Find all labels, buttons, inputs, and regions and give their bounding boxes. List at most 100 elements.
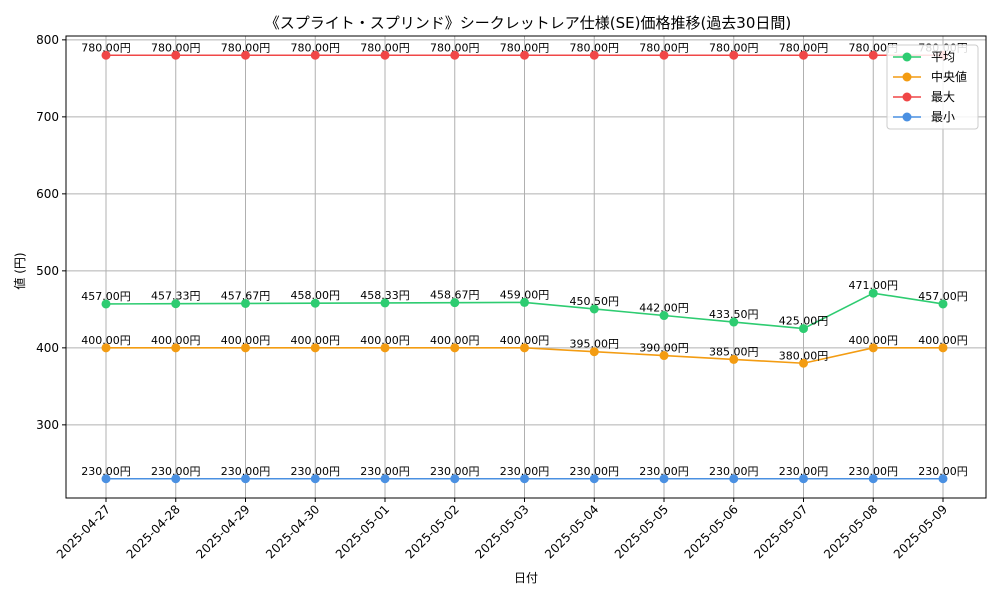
data-label: 780.00円 [291, 41, 341, 54]
data-label: 780.00円 [430, 41, 480, 54]
data-point [101, 299, 111, 309]
data-label: 400.00円 [151, 334, 201, 347]
legend-label: 最小 [931, 110, 955, 124]
legend-label: 最大 [931, 90, 955, 104]
data-label: 471.00円 [849, 279, 899, 292]
data-point [799, 358, 808, 368]
data-point [310, 343, 320, 353]
legend-box [886, 44, 979, 130]
data-point [659, 474, 669, 484]
data-point [868, 50, 878, 60]
data-label: 230.00円 [81, 465, 131, 478]
chart-title: 《スプライト・スプリンド》シークレットレア仕様(SE)価格推移(過去30日間) [265, 14, 792, 32]
data-point [450, 50, 460, 60]
data-point [450, 298, 460, 308]
y-tick-label: 300 [36, 418, 59, 432]
data-label: 390.00円 [639, 342, 689, 355]
data-point [241, 343, 250, 353]
data-point [380, 343, 390, 353]
data-label: 457.33円 [151, 290, 201, 303]
data-point [310, 474, 320, 484]
data-label: 780.00円 [779, 41, 829, 54]
data-point [241, 298, 250, 308]
data-label: 230.00円 [779, 465, 829, 478]
plot-frame [65, 35, 987, 499]
data-label: 230.00円 [570, 465, 620, 478]
y-axis-label: 値 (円) [12, 252, 27, 289]
data-point [868, 474, 878, 484]
data-point [171, 299, 181, 309]
data-point [729, 317, 739, 327]
data-label: 230.00円 [918, 465, 968, 478]
data-point [938, 474, 948, 484]
y-tick-label: 700 [36, 110, 59, 124]
data-label: 780.00円 [709, 41, 759, 54]
data-point [171, 474, 181, 484]
data-point [729, 354, 739, 364]
data-point [101, 343, 111, 353]
data-point [520, 343, 529, 353]
y-tick-label: 500 [36, 264, 59, 278]
data-label: 457.00円 [81, 290, 131, 303]
y-tick-label: 600 [36, 187, 59, 201]
data-point [380, 474, 390, 484]
data-point [659, 311, 669, 321]
legend-label: 中央値 [931, 69, 967, 84]
data-point [380, 298, 390, 308]
data-label: 442.00円 [639, 302, 689, 315]
data-label: 780.00円 [221, 41, 271, 54]
grid [66, 36, 986, 498]
data-label: 780.00円 [639, 41, 689, 54]
data-label: 458.33円 [360, 289, 410, 302]
data-label: 780.00円 [81, 41, 131, 54]
data-label: 780.00円 [360, 41, 410, 54]
data-point [310, 50, 320, 60]
data-label: 400.00円 [500, 334, 550, 347]
data-point [589, 474, 599, 484]
legend-swatch-marker [902, 52, 912, 62]
data-label: 780.00円 [849, 41, 899, 54]
data-label: 230.00円 [709, 465, 759, 478]
data-point [241, 474, 250, 484]
data-label: 458.67円 [430, 289, 480, 302]
data-point [799, 474, 808, 484]
data-point [380, 50, 390, 60]
data-point [171, 50, 181, 60]
data-label: 230.00円 [430, 465, 480, 478]
data-label: 400.00円 [291, 334, 341, 347]
data-label: 458.00円 [291, 289, 341, 302]
data-label: 433.50円 [709, 308, 759, 321]
data-point [520, 50, 529, 60]
data-label: 400.00円 [849, 334, 899, 347]
data-label: 400.00円 [918, 334, 968, 347]
y-tick-label: 800 [36, 33, 59, 47]
data-label: 230.00円 [500, 465, 550, 478]
data-point [241, 50, 250, 60]
y-axis: 300 400 500 600 700 800 [36, 33, 66, 432]
data-point [450, 343, 460, 353]
data-label: 230.00円 [221, 465, 271, 478]
data-point [171, 343, 181, 353]
data-point [868, 288, 878, 298]
data-label: 400.00円 [221, 334, 271, 347]
legend-label: 平均 [931, 50, 955, 64]
data-label: 230.00円 [151, 465, 201, 478]
data-point [729, 50, 739, 60]
data-point [589, 347, 599, 357]
data-point [589, 304, 599, 314]
data-label: 780.00円 [500, 41, 550, 54]
data-label: 230.00円 [849, 465, 899, 478]
series-layer [101, 50, 948, 484]
data-point [450, 474, 460, 484]
data-point [589, 50, 599, 60]
data-label: 457.67円 [221, 289, 271, 302]
data-label: 400.00円 [360, 334, 410, 347]
data-label: 457.00円 [918, 290, 968, 303]
y-tick-label: 400 [36, 341, 59, 355]
x-axis-label: 日付 [514, 571, 538, 585]
legend-swatch-marker [902, 92, 912, 102]
data-label: 459.00円 [500, 288, 550, 301]
